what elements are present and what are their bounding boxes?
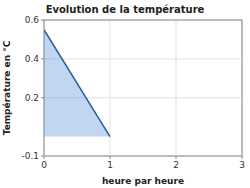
data-area [44, 30, 110, 137]
x-axis-label: heure par heure [102, 176, 184, 186]
chart-title: Evolution de la température [46, 4, 205, 15]
chart-container: 0 1 2 3 -0.1 0.2 0.4 0.6 heure par heure Températ… [0, 0, 250, 188]
tick-label-y: 0.2 [25, 93, 39, 103]
area-line [44, 30, 110, 137]
tick-x [242, 156, 243, 159]
chart-svg: 0 1 2 3 -0.1 0.2 0.4 0.6 heure par heure Températ… [0, 0, 250, 188]
tick-label-x: 3 [239, 160, 245, 170]
axes: 0 1 2 3 -0.1 0.2 0.4 0.6 [21, 15, 244, 170]
tick-y [41, 97, 44, 98]
tick-label-y: -0.1 [21, 151, 39, 161]
tick-label-x: 2 [173, 160, 179, 170]
area-fill [44, 30, 110, 137]
grid-line-x [176, 20, 177, 156]
tick-label-x: 0 [41, 160, 47, 170]
y-axis-label: Température en °C [2, 40, 12, 135]
tick-y [41, 20, 44, 21]
tick-x [176, 156, 177, 159]
tick-y [41, 156, 44, 157]
grid [44, 20, 242, 156]
grid-line-y [44, 58, 242, 59]
tick-label-y: 0.4 [25, 54, 40, 64]
tick-label-y: 0.6 [25, 15, 40, 25]
tick-y [41, 58, 44, 59]
plot-background [44, 20, 242, 156]
tick-x [110, 156, 111, 159]
tick-label-x: 1 [107, 160, 113, 170]
plot-frame [44, 20, 242, 156]
